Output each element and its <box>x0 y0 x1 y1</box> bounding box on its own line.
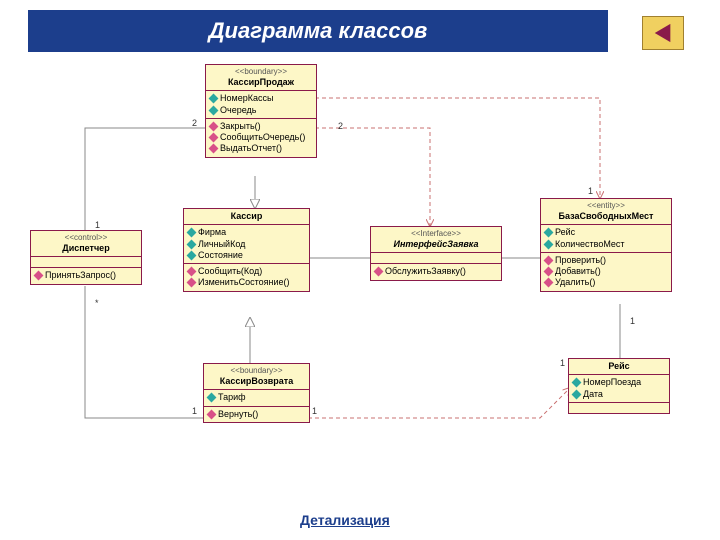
multiplicity: 2 <box>192 118 197 128</box>
class-kassir-prodazh[interactable]: <<boundary>>КассирПродаж НомерКассы Очер… <box>205 64 317 158</box>
multiplicity: 1 <box>630 316 635 326</box>
class-kassir-vozvrata[interactable]: <<boundary>>КассирВозврата Тариф Вернуть… <box>203 363 310 423</box>
multiplicity: 1 <box>312 406 317 416</box>
details-link[interactable]: Детализация <box>300 512 390 528</box>
class-dispetcher[interactable]: <<control>>Диспетчер ПринятьЗапрос() <box>30 230 142 285</box>
diagram-canvas: <<boundary>>КассирПродаж НомерКассы Очер… <box>0 58 720 540</box>
arrow-left-icon <box>652 22 674 44</box>
multiplicity: 1 <box>560 358 565 368</box>
multiplicity: 2 <box>338 121 343 131</box>
nav-back-button[interactable] <box>642 16 684 50</box>
class-interface-zayavka[interactable]: <<Interface>>ИнтерфейсЗаявка ОбслужитьЗа… <box>370 226 502 281</box>
class-name: КассирПродаж <box>210 77 312 88</box>
page-title: Диаграмма классов <box>209 18 428 44</box>
multiplicity: 1 <box>588 186 593 196</box>
operations: Закрыть() СообщитьОчередь() ВыдатьОтчет(… <box>206 119 316 157</box>
title-bar: Диаграмма классов <box>28 10 608 52</box>
multiplicity: * <box>95 298 99 308</box>
class-kassir[interactable]: Кассир Фирма ЛичныйКод Состояние Сообщит… <box>183 208 310 292</box>
multiplicity: 1 <box>95 220 100 230</box>
attributes: НомерКассы Очередь <box>206 91 316 119</box>
stereotype: <<boundary>> <box>210 67 312 77</box>
class-reis[interactable]: Рейс НомерПоезда Дата <box>568 358 670 414</box>
multiplicity: 1 <box>192 406 197 416</box>
class-baza-mest[interactable]: <<entity>>БазаСвободныхМест Рейс Количес… <box>540 198 672 292</box>
